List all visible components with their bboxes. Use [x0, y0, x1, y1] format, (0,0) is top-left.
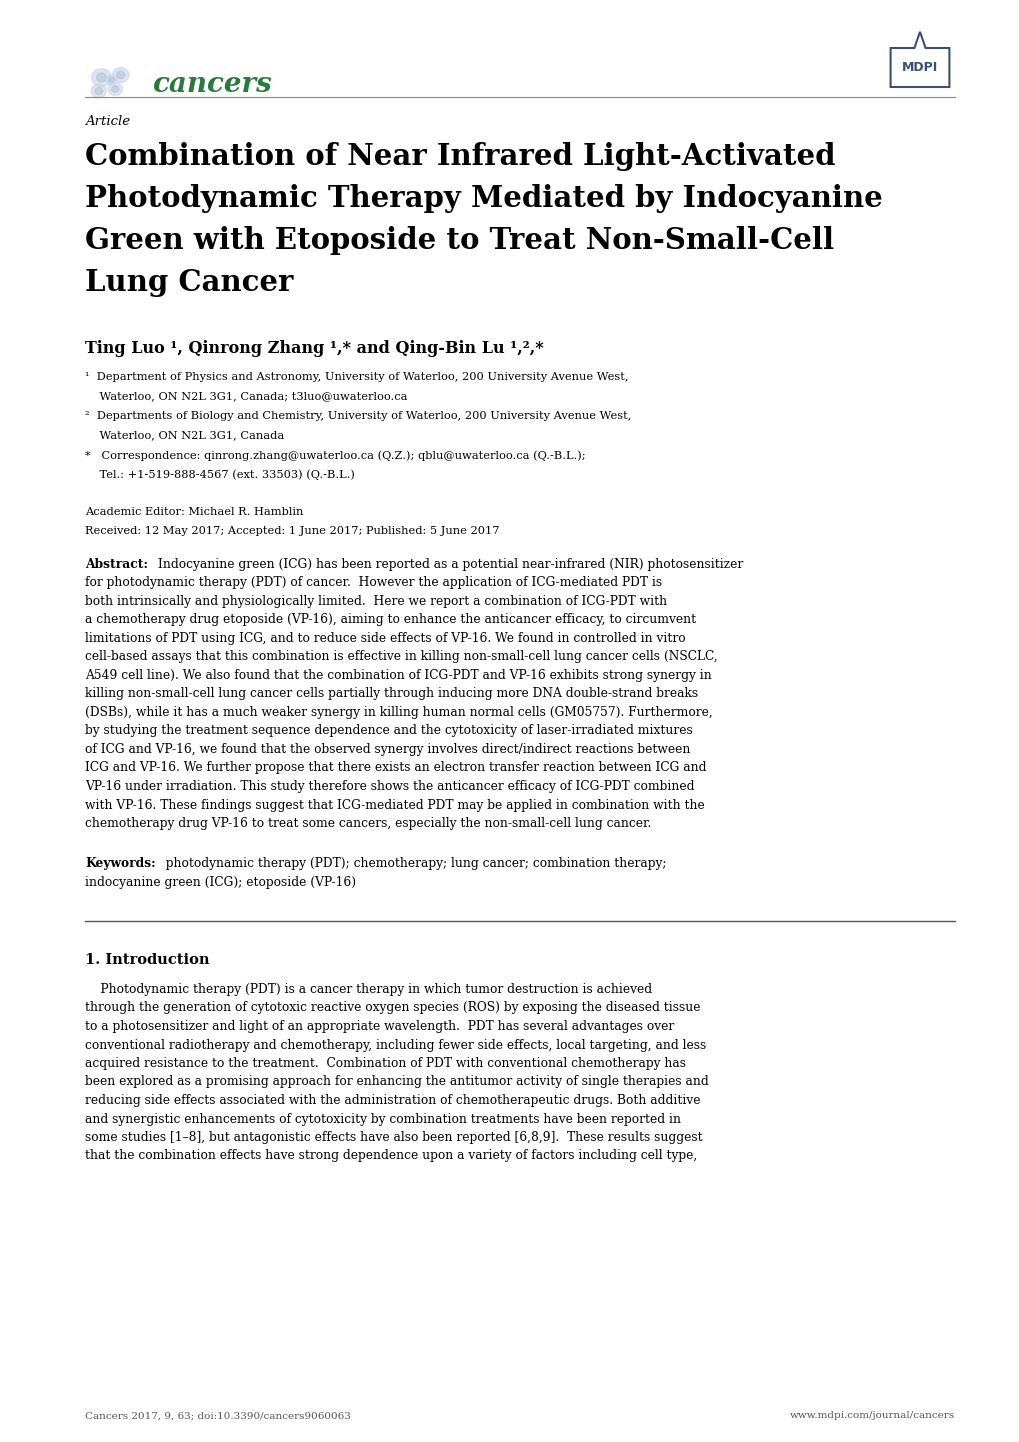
Text: reducing side effects associated with the administration of chemotherapeutic dru: reducing side effects associated with th… — [85, 1094, 700, 1107]
Text: 1. Introduction: 1. Introduction — [85, 953, 209, 968]
Text: conventional radiotherapy and chemotherapy, including fewer side effects, local : conventional radiotherapy and chemothera… — [85, 1038, 705, 1051]
Text: ²  Departments of Biology and Chemistry, University of Waterloo, 200 University : ² Departments of Biology and Chemistry, … — [85, 411, 631, 421]
Text: limitations of PDT using ICG, and to reduce side effects of VP-16. We found in c: limitations of PDT using ICG, and to red… — [85, 632, 685, 645]
Text: Tel.: +1-519-888-4567 (ext. 33503) (Q.-B.L.): Tel.: +1-519-888-4567 (ext. 33503) (Q.-B… — [85, 470, 355, 480]
Text: VP-16 under irradiation. This study therefore shows the anticancer efficacy of I: VP-16 under irradiation. This study ther… — [85, 780, 694, 793]
Text: www.mdpi.com/journal/cancers: www.mdpi.com/journal/cancers — [789, 1412, 954, 1420]
Circle shape — [112, 68, 128, 82]
Text: Lung Cancer: Lung Cancer — [85, 268, 293, 297]
Circle shape — [91, 84, 106, 98]
Text: Ting Luo ¹, Qinrong Zhang ¹,* and Qing-Bin Lu ¹,²,*: Ting Luo ¹, Qinrong Zhang ¹,* and Qing-B… — [85, 340, 543, 358]
Text: chemotherapy drug VP-16 to treat some cancers, especially the non-small-cell lun: chemotherapy drug VP-16 to treat some ca… — [85, 818, 651, 831]
Text: killing non-small-cell lung cancer cells partially through inducing more DNA dou: killing non-small-cell lung cancer cells… — [85, 688, 697, 701]
Text: cancers: cancers — [152, 72, 271, 98]
Text: ICG and VP-16. We further propose that there exists an electron transfer reactio: ICG and VP-16. We further propose that t… — [85, 761, 706, 774]
Text: of ICG and VP-16, we found that the observed synergy involves direct/indirect re: of ICG and VP-16, we found that the obse… — [85, 743, 690, 756]
Text: cell-based assays that this combination is effective in killing non-small-cell l: cell-based assays that this combination … — [85, 650, 717, 663]
Circle shape — [106, 75, 117, 85]
Text: acquired resistance to the treatment.  Combination of PDT with conventional chem: acquired resistance to the treatment. Co… — [85, 1057, 686, 1070]
Text: Green with Etoposide to Treat Non-Small-Cell: Green with Etoposide to Treat Non-Small-… — [85, 226, 834, 255]
Text: Waterloo, ON N2L 3G1, Canada; t3luo@uwaterloo.ca: Waterloo, ON N2L 3G1, Canada; t3luo@uwat… — [85, 391, 408, 401]
Text: Academic Editor: Michael R. Hamblin: Academic Editor: Michael R. Hamblin — [85, 508, 303, 518]
Text: *   Correspondence: qinrong.zhang@uwaterloo.ca (Q.Z.); qblu@uwaterloo.ca (Q.-B.L: * Correspondence: qinrong.zhang@uwaterlo… — [85, 450, 585, 460]
Text: for photodynamic therapy (PDT) of cancer.  However the application of ICG-mediat: for photodynamic therapy (PDT) of cancer… — [85, 577, 661, 590]
Circle shape — [95, 88, 103, 95]
Circle shape — [111, 85, 118, 92]
Text: Combination of Near Infrared Light-Activated: Combination of Near Infrared Light-Activ… — [85, 141, 835, 172]
Text: that the combination effects have strong dependence upon a variety of factors in: that the combination effects have strong… — [85, 1149, 697, 1162]
Text: been explored as a promising approach for enhancing the antitumor activity of si: been explored as a promising approach fo… — [85, 1076, 708, 1089]
Text: ¹  Department of Physics and Astronomy, University of Waterloo, 200 University A: ¹ Department of Physics and Astronomy, U… — [85, 372, 628, 382]
Text: indocyanine green (ICG); etoposide (VP-16): indocyanine green (ICG); etoposide (VP-1… — [85, 875, 356, 890]
Text: Photodynamic Therapy Mediated by Indocyanine: Photodynamic Therapy Mediated by Indocya… — [85, 185, 881, 213]
Text: to a photosensitizer and light of an appropriate wavelength.  PDT has several ad: to a photosensitizer and light of an app… — [85, 1019, 674, 1032]
Text: and synergistic enhancements of cytotoxicity by combination treatments have been: and synergistic enhancements of cytotoxi… — [85, 1112, 681, 1126]
Text: Abstract:: Abstract: — [85, 558, 148, 571]
Text: Article: Article — [85, 115, 130, 128]
Text: some studies [1–8], but antagonistic effects have also been reported [6,8,9].  T: some studies [1–8], but antagonistic eff… — [85, 1131, 702, 1144]
Text: MDPI: MDPI — [901, 61, 937, 74]
Text: photodynamic therapy (PDT); chemotherapy; lung cancer; combination therapy;: photodynamic therapy (PDT); chemotherapy… — [158, 858, 665, 871]
Text: both intrinsically and physiologically limited.  Here we report a combination of: both intrinsically and physiologically l… — [85, 596, 666, 609]
Text: Photodynamic therapy (PDT) is a cancer therapy in which tumor destruction is ach: Photodynamic therapy (PDT) is a cancer t… — [85, 983, 651, 996]
Text: Cancers 2017, 9, 63; doi:10.3390/cancers9060063: Cancers 2017, 9, 63; doi:10.3390/cancers… — [85, 1412, 351, 1420]
Text: Indocyanine green (ICG) has been reported as a potential near-infrared (NIR) pho: Indocyanine green (ICG) has been reporte… — [158, 558, 743, 571]
Text: Received: 12 May 2017; Accepted: 1 June 2017; Published: 5 June 2017: Received: 12 May 2017; Accepted: 1 June … — [85, 526, 499, 536]
Text: Waterloo, ON N2L 3G1, Canada: Waterloo, ON N2L 3G1, Canada — [85, 431, 284, 440]
Text: through the generation of cytotoxic reactive oxygen species (ROS) by exposing th: through the generation of cytotoxic reac… — [85, 1002, 700, 1015]
Circle shape — [109, 78, 114, 82]
Circle shape — [97, 74, 106, 82]
Text: a chemotherapy drug etoposide (VP-16), aiming to enhance the anticancer efficacy: a chemotherapy drug etoposide (VP-16), a… — [85, 613, 695, 626]
Text: A549 cell line). We also found that the combination of ICG-PDT and VP-16 exhibit: A549 cell line). We also found that the … — [85, 669, 711, 682]
Text: (DSBs), while it has a much weaker synergy in killing human normal cells (GM0575: (DSBs), while it has a much weaker syner… — [85, 707, 712, 720]
Circle shape — [92, 69, 111, 87]
Text: Keywords:: Keywords: — [85, 858, 156, 871]
Text: by studying the treatment sequence dependence and the cytotoxicity of laser-irra: by studying the treatment sequence depen… — [85, 724, 692, 737]
Circle shape — [108, 82, 122, 95]
Text: with VP-16. These findings suggest that ICG-mediated PDT may be applied in combi: with VP-16. These findings suggest that … — [85, 799, 704, 812]
Circle shape — [116, 71, 124, 79]
